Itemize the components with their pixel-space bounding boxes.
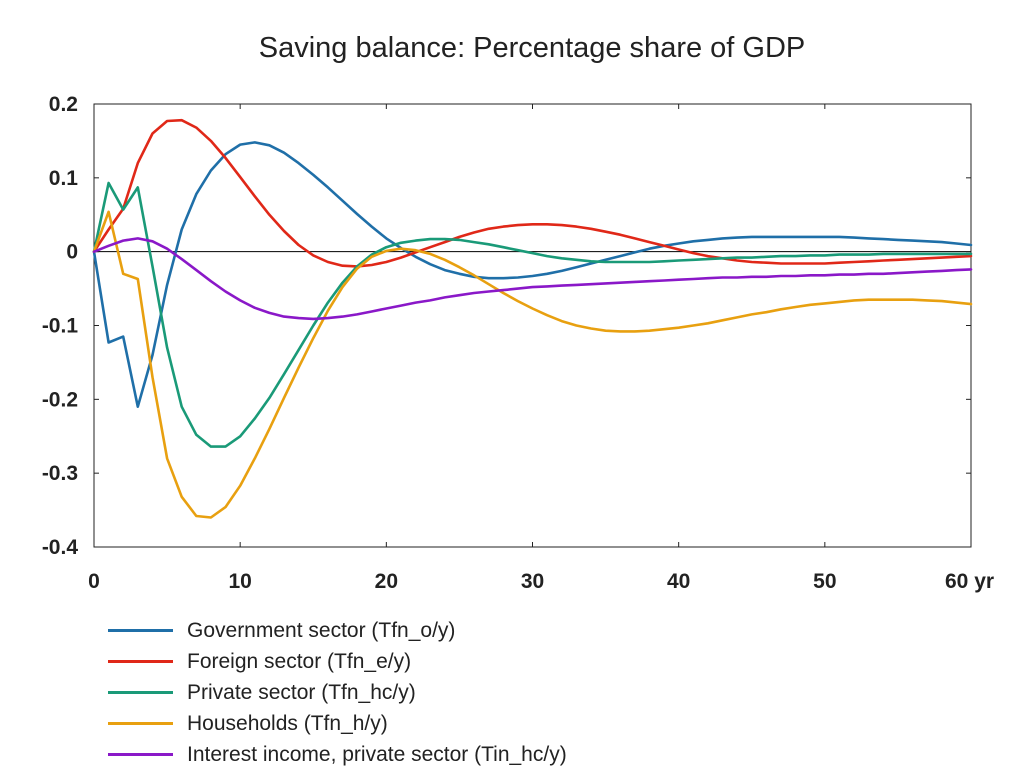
legend-swatch — [108, 660, 173, 663]
axes — [93, 103, 972, 548]
x-tick-label: 50 — [813, 570, 836, 593]
series-layer — [92, 118, 973, 519]
chart-title: Saving balance: Percentage share of GDP — [258, 32, 806, 64]
legend-item: Private sector (Tfn_hc/y) — [108, 677, 567, 708]
plot-frame — [93, 103, 972, 548]
y-tick-label: -0.1 — [42, 315, 79, 338]
y-tick-label: 0.1 — [49, 167, 79, 190]
x-tick-label: 20 — [375, 570, 398, 593]
x-tick-label: 0 — [88, 570, 100, 593]
legend-swatch — [108, 722, 173, 725]
y-tick-label: -0.2 — [42, 388, 78, 411]
legend-item: Foreign sector (Tfn_e/y) — [108, 646, 567, 677]
y-tick-label: -0.3 — [42, 462, 78, 485]
legend: Government sector (Tfn_o/y) Foreign secto… — [108, 615, 567, 770]
legend-label: Private sector (Tfn_hc/y) — [187, 680, 416, 704]
x-tick-label: 10 — [228, 570, 251, 593]
legend-item: Interest income, private sector (Tin_hc/… — [108, 739, 567, 770]
y-tick-label: -0.4 — [42, 536, 79, 559]
legend-label: Government sector (Tfn_o/y) — [187, 618, 456, 642]
legend-item: Government sector (Tfn_o/y) — [108, 615, 567, 646]
series-line-3 — [92, 181, 973, 448]
legend-label: Households (Tfn_h/y) — [187, 711, 388, 735]
x-tick-label: 30 — [521, 570, 544, 593]
x-tick-label: 60 yr — [945, 570, 994, 593]
legend-swatch — [108, 753, 173, 756]
y-tick-label: 0.2 — [49, 93, 78, 116]
legend-label: Interest income, private sector (Tin_hc/… — [187, 742, 567, 766]
series-line-5 — [92, 237, 973, 321]
tick-labels: 0.2 0.1 0 -0.1 -0.2 -0.3 -0.4 0 10 20 30 40 50 60 yr — [42, 93, 994, 593]
series-line-2 — [92, 118, 973, 268]
series-line-4 — [92, 210, 973, 519]
legend-item: Households (Tfn_h/y) — [108, 708, 567, 739]
y-tick-label: 0 — [66, 241, 78, 264]
legend-swatch — [108, 691, 173, 694]
legend-label: Foreign sector (Tfn_e/y) — [187, 649, 412, 673]
legend-swatch — [108, 629, 173, 632]
series-line-1 — [92, 141, 973, 408]
x-tick-label: 40 — [667, 570, 690, 593]
